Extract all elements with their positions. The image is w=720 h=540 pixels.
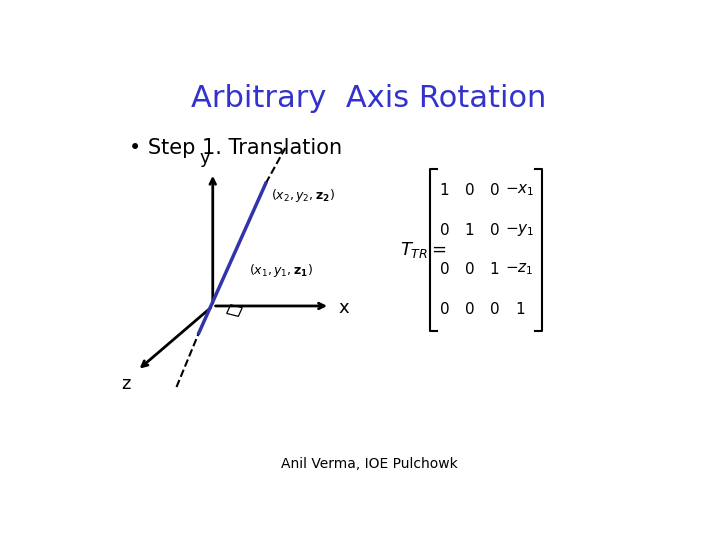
Text: Anil Verma, IOE Pulchowk: Anil Verma, IOE Pulchowk [281, 457, 457, 471]
Text: 1: 1 [490, 262, 500, 277]
Text: 0: 0 [439, 301, 449, 316]
Text: z: z [122, 375, 131, 393]
Text: • Step 1. Translation: • Step 1. Translation [129, 138, 342, 158]
Text: y: y [199, 148, 210, 167]
Text: $-z_1$: $-z_1$ [505, 262, 534, 278]
Text: 0: 0 [490, 301, 500, 316]
Text: 0: 0 [439, 222, 449, 238]
Text: x: x [338, 299, 349, 317]
Text: $(x_2,y_2,\mathbf{z_2})$: $(x_2,y_2,\mathbf{z_2})$ [271, 187, 336, 204]
Text: 0: 0 [439, 262, 449, 277]
Text: $-y_1$: $-y_1$ [505, 222, 534, 238]
Text: 0: 0 [490, 222, 500, 238]
Text: $-x_1$: $-x_1$ [505, 183, 534, 198]
Text: 0: 0 [464, 183, 474, 198]
Text: $(x_1,y_1,\mathbf{z_1})$: $(x_1,y_1,\mathbf{z_1})$ [249, 262, 313, 279]
Text: $T_{TR} =$: $T_{TR} =$ [400, 240, 446, 260]
Text: 0: 0 [464, 301, 474, 316]
Text: 0: 0 [464, 262, 474, 277]
Text: Arbitrary  Axis Rotation: Arbitrary Axis Rotation [192, 84, 546, 112]
FancyBboxPatch shape [81, 58, 657, 487]
Text: 1: 1 [439, 183, 449, 198]
Text: 1: 1 [464, 222, 474, 238]
Text: 0: 0 [490, 183, 500, 198]
Text: 1: 1 [515, 301, 524, 316]
